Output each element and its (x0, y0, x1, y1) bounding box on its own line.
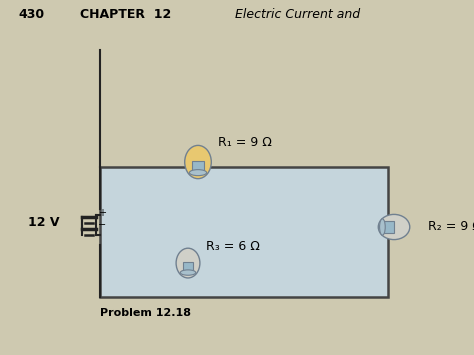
Text: Electric Current and: Electric Current and (235, 9, 360, 22)
Text: 430: 430 (18, 9, 44, 22)
Text: 12 V: 12 V (28, 217, 60, 229)
Ellipse shape (380, 219, 385, 235)
Bar (382, 221, 394, 233)
Bar (192, 160, 204, 173)
Text: R₂ = 9 Ω: R₂ = 9 Ω (428, 220, 474, 234)
Ellipse shape (185, 146, 211, 179)
Ellipse shape (180, 270, 196, 275)
Text: R₃ = 6 Ω: R₃ = 6 Ω (206, 240, 260, 252)
Ellipse shape (378, 214, 410, 240)
Text: CHAPTER  12: CHAPTER 12 (80, 9, 171, 22)
Text: R₁ = 9 Ω: R₁ = 9 Ω (218, 136, 272, 148)
Text: +: + (98, 208, 106, 218)
Bar (182, 262, 193, 273)
Ellipse shape (176, 248, 200, 278)
Ellipse shape (189, 170, 207, 176)
Text: Problem 12.18: Problem 12.18 (100, 308, 191, 318)
Bar (100, 167, 388, 297)
Text: −: − (98, 220, 106, 230)
